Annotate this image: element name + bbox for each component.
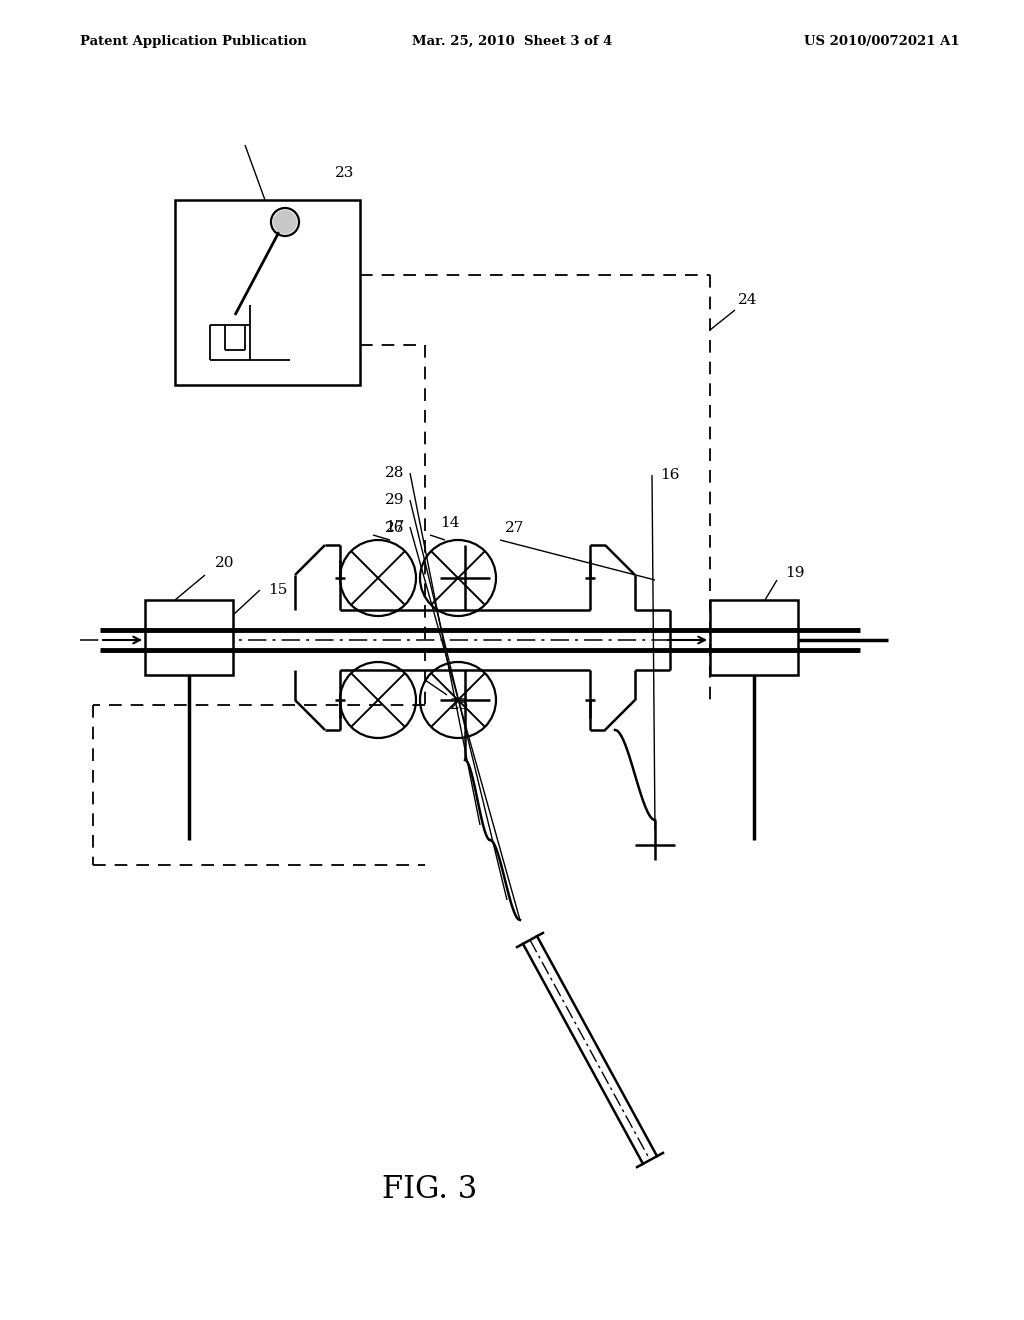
Text: 19: 19: [785, 566, 805, 579]
Text: 29: 29: [385, 492, 404, 507]
Text: 26: 26: [385, 521, 404, 535]
Bar: [710, 601, 798, 675]
Text: Patent Application Publication: Patent Application Publication: [80, 36, 307, 48]
Text: 27: 27: [505, 521, 524, 535]
Circle shape: [273, 210, 297, 234]
Text: 23: 23: [335, 166, 354, 180]
Text: 24: 24: [738, 293, 758, 308]
Text: 25: 25: [450, 698, 469, 711]
Bar: [175, 201, 360, 385]
Text: US 2010/0072021 A1: US 2010/0072021 A1: [805, 36, 961, 48]
Text: FIG. 3: FIG. 3: [382, 1173, 477, 1205]
Text: 16: 16: [660, 469, 680, 482]
Text: Mar. 25, 2010  Sheet 3 of 4: Mar. 25, 2010 Sheet 3 of 4: [412, 36, 612, 48]
Text: 20: 20: [215, 556, 234, 570]
Text: 15: 15: [268, 583, 288, 597]
Text: 28: 28: [385, 466, 404, 480]
Bar: [145, 601, 233, 675]
Text: 14: 14: [440, 516, 460, 531]
Text: 17: 17: [385, 520, 404, 535]
